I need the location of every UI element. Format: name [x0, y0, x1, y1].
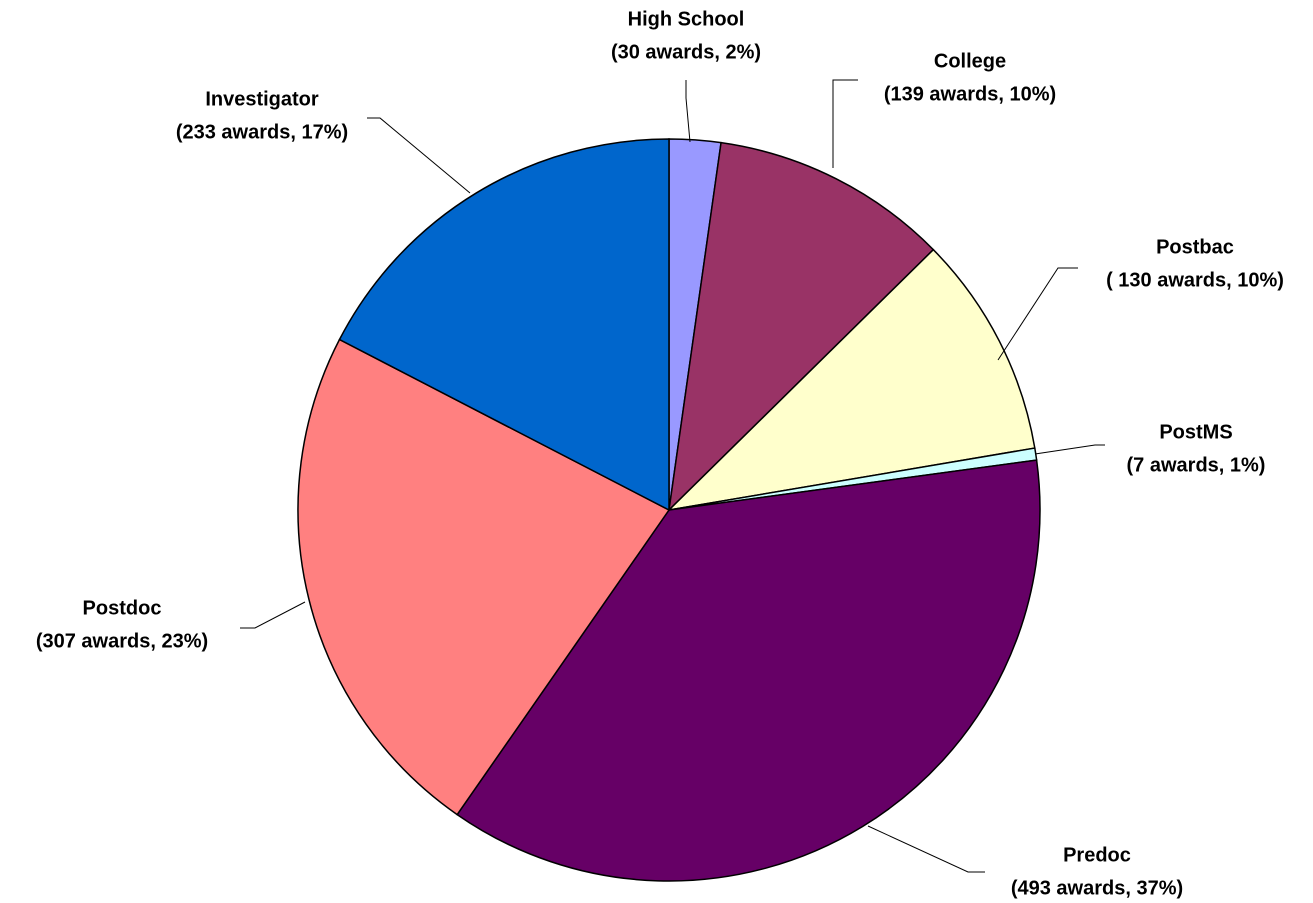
leader-line [832, 79, 858, 168]
slice-value-label: (30 awards, 2%) [611, 41, 761, 63]
pie-slice [667, 141, 935, 513]
slice-label: High School [628, 8, 745, 30]
leader-line [240, 601, 306, 629]
slice-value-label: (139 awards, 10%) [884, 83, 1056, 105]
slice-value-label: ( 130 awards, 10%) [1106, 269, 1284, 291]
slice-label: Postbac [1156, 236, 1234, 258]
slice-value-label: (307 awards, 23%) [36, 630, 208, 652]
pie-slice [666, 248, 1036, 512]
slice-label: PostMS [1159, 421, 1232, 443]
leader-line [867, 825, 985, 873]
leader-line [1034, 444, 1105, 455]
slice-value-label: (7 awards, 1%) [1127, 454, 1266, 476]
pie-slice [338, 138, 670, 512]
slice-label: Predoc [1063, 844, 1131, 866]
slice-label: Investigator [205, 88, 319, 110]
slice-value-label: (233 awards, 17%) [176, 121, 348, 143]
slice-label: College [934, 50, 1006, 72]
pie-slice [456, 459, 1041, 882]
pie-slice [297, 338, 671, 816]
leader-line [367, 117, 471, 194]
leader-line [685, 80, 691, 143]
slice-value-label: (493 awards, 37%) [1011, 877, 1183, 899]
slice-label: Postdoc [83, 597, 162, 619]
leader-line [997, 267, 1078, 361]
